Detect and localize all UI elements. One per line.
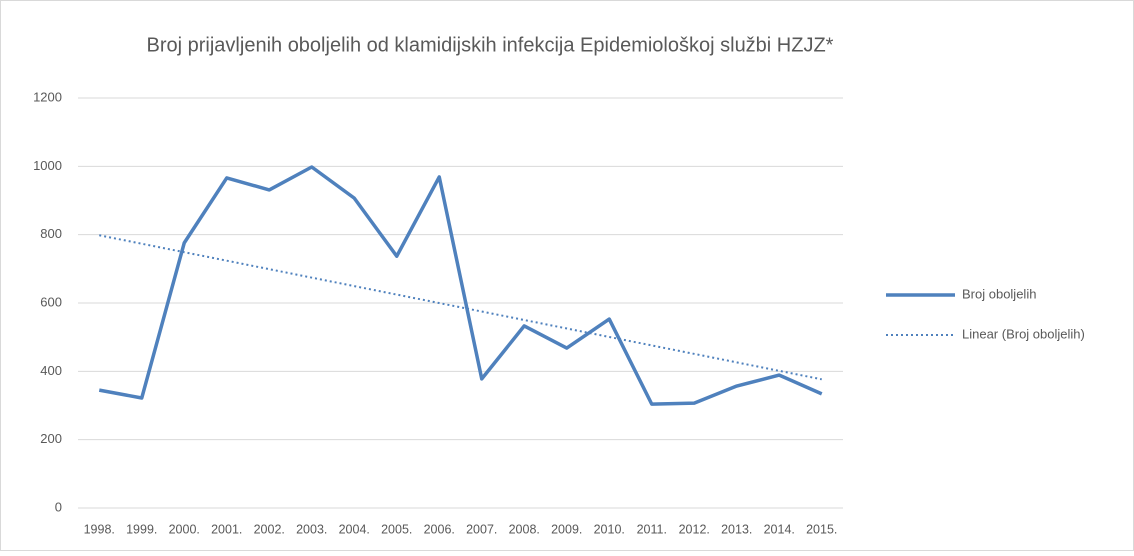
x-tick-label: 2001. bbox=[211, 522, 242, 536]
x-tick-label: 2004. bbox=[339, 522, 370, 536]
x-tick-label: 2002. bbox=[254, 522, 285, 536]
x-tick-label: 2007. bbox=[466, 522, 497, 536]
y-tick-label: 1000 bbox=[33, 158, 62, 173]
y-tick-label: 1200 bbox=[33, 89, 62, 104]
chart-title: Broj prijavljenih oboljelih od klamidijs… bbox=[147, 34, 834, 56]
y-tick-label: 200 bbox=[40, 431, 62, 446]
x-tick-label: 2015. bbox=[806, 522, 837, 536]
x-tick-label: 2009. bbox=[551, 522, 582, 536]
x-tick-label: 2003. bbox=[296, 522, 327, 536]
data-line bbox=[98, 165, 823, 406]
x-tick-label: 2014. bbox=[764, 522, 795, 536]
y-tick-label: 0 bbox=[55, 499, 62, 514]
x-tick-label: 1998. bbox=[84, 522, 115, 536]
x-tick-label: 2012. bbox=[679, 522, 710, 536]
y-tick-label: 400 bbox=[40, 363, 62, 378]
x-tick-label: 2008. bbox=[509, 522, 540, 536]
y-tick-label: 800 bbox=[40, 226, 62, 241]
legend-label: Linear (Broj oboljelih) bbox=[962, 326, 1085, 341]
x-tick-label: 2010. bbox=[594, 522, 625, 536]
x-tick-label: 2011. bbox=[637, 522, 667, 536]
x-tick-label: 2013. bbox=[721, 522, 752, 536]
x-tick-label: 2000. bbox=[169, 522, 200, 536]
x-tick-label: 1999. bbox=[126, 522, 157, 536]
legend-label: Broj oboljelih bbox=[962, 286, 1036, 301]
x-tick-label: 2006. bbox=[424, 522, 455, 536]
y-tick-label: 600 bbox=[40, 294, 62, 309]
x-tick-label: 2005. bbox=[381, 522, 412, 536]
